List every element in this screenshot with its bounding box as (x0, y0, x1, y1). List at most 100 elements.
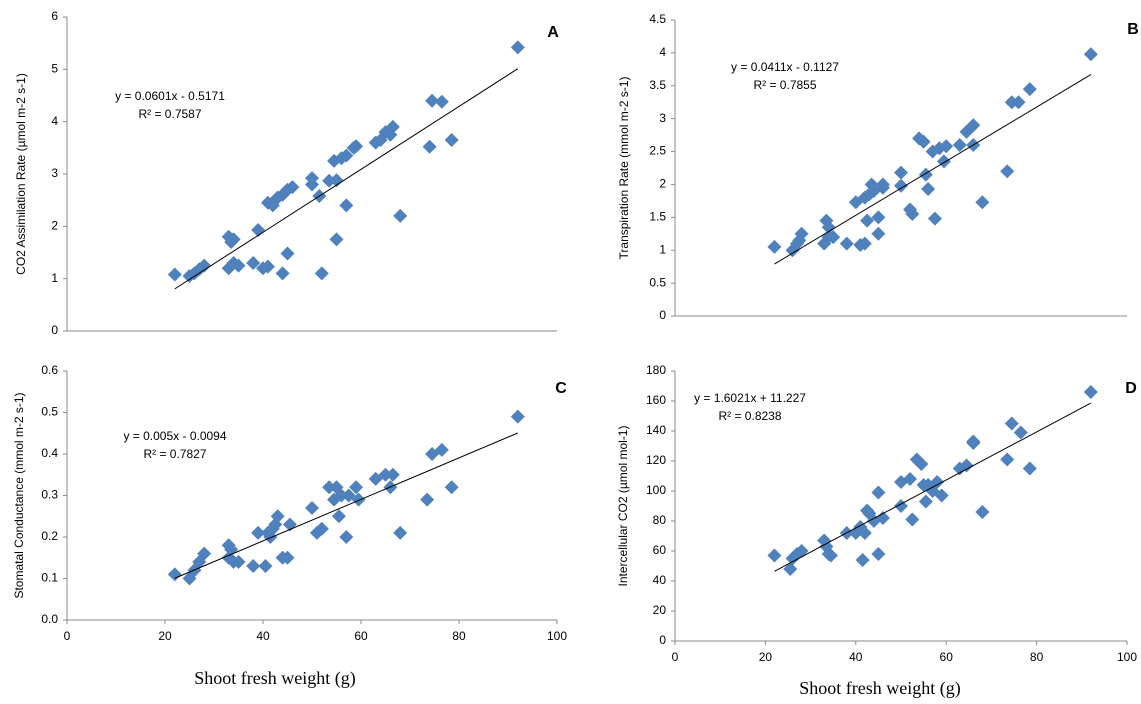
point (823, 548, 838, 563)
panel-letter: A (547, 24, 559, 41)
point (510, 409, 525, 424)
point (903, 472, 918, 486)
point (385, 467, 400, 482)
point (875, 177, 890, 192)
x-tick-label: 0 (672, 650, 679, 664)
x-tick-label: 40 (849, 650, 863, 664)
point (349, 480, 364, 495)
point (871, 485, 886, 500)
trendline (774, 402, 1092, 572)
point (351, 492, 366, 507)
y-axis-title: Transpiration Rate (mmol m-2 s-1) (617, 77, 631, 260)
point (422, 139, 437, 154)
point (305, 500, 319, 515)
point (918, 494, 933, 509)
equation: R² = 0.7855 (753, 78, 816, 92)
x-axis-title: Shoot fresh weight (g) (194, 668, 355, 689)
point (871, 226, 886, 241)
point (905, 207, 920, 222)
y-axis-title: CO2 Assimilation Rate (µmol m-2 s-1) (14, 73, 28, 275)
y-tick-label: 6 (51, 9, 58, 23)
point (966, 436, 981, 450)
y-tick-label: 160 (646, 393, 666, 407)
y-tick-label: 80 (653, 513, 667, 527)
y-axis-title: Intercellular CO2 (µmol mol-1) (616, 426, 630, 587)
point (197, 546, 212, 561)
panel-letter: D (1125, 380, 1137, 397)
point (914, 457, 929, 471)
point (339, 148, 354, 163)
point (1013, 425, 1028, 440)
point (285, 180, 300, 195)
point (1083, 385, 1098, 399)
point (260, 259, 275, 274)
point (871, 210, 886, 225)
y-tick-label: 0 (659, 633, 666, 647)
point (329, 232, 344, 247)
x-tick-label: 60 (354, 629, 368, 643)
point (975, 195, 990, 210)
point (270, 509, 285, 524)
point (393, 208, 408, 223)
y-tick-label: 0.5 (649, 275, 666, 289)
y-tick-label: 1.5 (649, 210, 666, 224)
point (1000, 452, 1015, 467)
point (231, 554, 246, 569)
point (927, 211, 942, 226)
y-tick-label: 0 (51, 323, 58, 337)
y-tick-label: 4.5 (649, 12, 666, 26)
x-tick-label: 80 (1030, 650, 1044, 664)
point (783, 562, 798, 576)
point (1083, 47, 1098, 62)
x-tick-label: 40 (256, 629, 270, 643)
point (314, 266, 329, 281)
point (855, 553, 870, 567)
y-tick-label: 40 (653, 573, 667, 587)
point (826, 230, 841, 245)
point (420, 492, 435, 507)
point (905, 512, 920, 527)
equation: y = 0.0411x - 0.1127 (731, 60, 839, 74)
point (444, 480, 459, 495)
point (767, 239, 782, 254)
point (1022, 82, 1037, 97)
y-tick-label: 3.5 (649, 78, 666, 92)
point (444, 132, 459, 147)
x-tick-label: 100 (547, 629, 567, 643)
point (434, 442, 449, 457)
point (916, 134, 931, 149)
y-tick-label: 1 (659, 242, 666, 256)
point (329, 173, 344, 188)
point (918, 167, 933, 182)
point (305, 171, 319, 186)
trendline (774, 74, 1092, 265)
y-tick-label: 180 (646, 363, 666, 377)
point (894, 178, 908, 193)
y-tick-label: 3 (51, 166, 58, 180)
x-tick-label: 20 (759, 650, 773, 664)
y-tick-label: 1 (51, 271, 58, 285)
point (393, 525, 408, 540)
point (936, 154, 951, 169)
y-tick-label: 0.1 (41, 571, 58, 585)
y-tick-label: 0.5 (41, 405, 58, 419)
point (966, 118, 981, 133)
point (1011, 95, 1026, 110)
trendline (174, 68, 519, 290)
x-tick-label: 100 (1117, 650, 1137, 664)
point (425, 93, 440, 108)
equation: y = 0.005x - 0.0094 (123, 429, 226, 443)
point (871, 547, 886, 561)
point (767, 548, 782, 563)
equation: R² = 0.7827 (143, 447, 206, 461)
point (959, 458, 974, 473)
point (934, 488, 949, 503)
point (794, 226, 809, 241)
x-tick-label: 80 (452, 629, 466, 643)
point (857, 236, 872, 251)
point (1004, 416, 1019, 431)
point (246, 559, 261, 574)
point (921, 182, 936, 197)
point (975, 505, 990, 519)
y-tick-label: 4 (51, 114, 58, 128)
